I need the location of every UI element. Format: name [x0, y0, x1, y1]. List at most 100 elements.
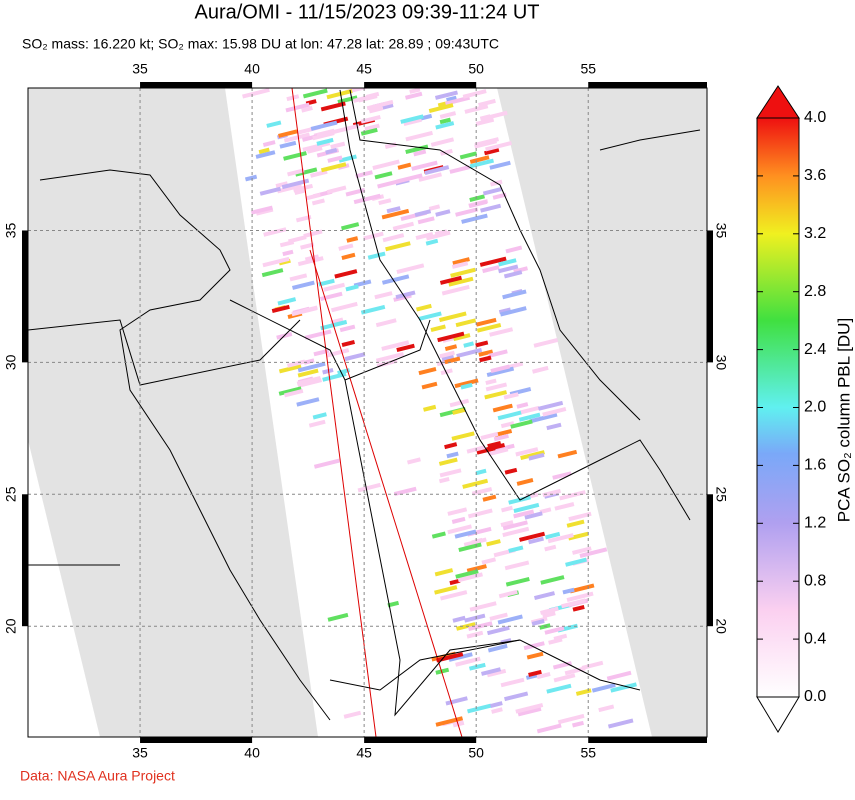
so2-pixel	[285, 102, 310, 113]
no-data-region	[497, 88, 707, 737]
so2-pixel	[330, 301, 358, 313]
so2-pixel	[561, 598, 586, 609]
so2-pixel	[441, 354, 455, 362]
so2-pixel	[532, 365, 549, 374]
so2-pixel	[381, 274, 410, 285]
title: Aura/OMI - 11/15/2023 09:39-11:24 UT	[194, 1, 539, 23]
so2-pixel	[392, 221, 415, 231]
so2-pixel	[462, 478, 489, 489]
so2-pixel	[504, 560, 530, 571]
so2-pixel	[456, 347, 483, 358]
so2-pixel	[557, 449, 578, 459]
so2-pixel	[491, 707, 503, 714]
so2-pixel	[428, 103, 454, 113]
so2-pixel	[284, 388, 304, 398]
so2-pixel	[552, 471, 572, 480]
so2-pixel	[482, 187, 502, 196]
lat-label: 30	[713, 355, 729, 371]
so2-pixel	[306, 146, 323, 154]
so2-pixel	[559, 490, 586, 501]
so2-pixel	[502, 526, 530, 538]
so2-pixel	[566, 519, 585, 528]
so2-pixel	[409, 88, 421, 94]
so2-pixel	[425, 238, 439, 246]
so2-pixel	[375, 318, 397, 328]
so2-pixel	[449, 398, 470, 408]
so2-pixel	[440, 148, 453, 156]
so2-pixel	[452, 257, 470, 266]
so2-pixel	[313, 458, 340, 469]
so2-pixel	[562, 587, 575, 595]
swath	[28, 440, 100, 737]
so2-pixel	[489, 160, 511, 170]
so2-pixel	[382, 233, 405, 243]
so2-pixel	[341, 252, 356, 260]
so2-pixel	[405, 144, 429, 154]
so2-pixel	[486, 668, 507, 678]
so2-pixel	[536, 723, 562, 734]
so2-pixel	[568, 511, 592, 522]
lat-label: 25	[3, 486, 19, 502]
so2-pixel	[489, 701, 503, 708]
so2-pixel	[455, 656, 481, 667]
so2-pixel	[296, 375, 322, 386]
so2-pixel	[300, 242, 315, 250]
frame-band	[707, 230, 713, 363]
lat-label: 25	[713, 486, 729, 502]
so2-pixel	[463, 341, 475, 348]
so2-pixel	[466, 630, 484, 639]
so2-pixels	[242, 88, 637, 734]
map-area	[28, 88, 707, 737]
so2-pixel	[415, 303, 432, 312]
so2-pixel	[279, 240, 295, 248]
so2-pixel	[302, 88, 328, 99]
so2-pixel	[428, 204, 441, 211]
so2-pixel	[533, 338, 559, 348]
so2-pixel	[469, 601, 497, 612]
so2-pixel	[334, 269, 358, 279]
so2-pixel	[610, 682, 637, 693]
so2-pixel	[294, 188, 306, 196]
so2-pixel	[565, 557, 587, 567]
so2-pixel	[505, 576, 530, 587]
so2-pixel	[360, 127, 378, 136]
so2-pixel	[430, 324, 446, 332]
lon-label: 45	[356, 61, 372, 77]
so2-pixel	[513, 509, 535, 519]
so2-pixel	[435, 121, 455, 130]
so2-pixel	[413, 149, 427, 157]
so2-pixel	[295, 167, 318, 177]
so2-pixel	[484, 147, 500, 156]
colorbar-tick-label: 0.4	[804, 630, 826, 647]
so2-pixel	[303, 229, 323, 238]
so2-pixel	[488, 349, 508, 358]
so2-pixel	[469, 158, 494, 169]
so2-pixel	[276, 183, 302, 194]
so2-pixel	[547, 533, 574, 544]
so2-pixel	[308, 419, 326, 428]
so2-pixel	[515, 447, 539, 457]
so2-pixel	[325, 348, 350, 358]
so2-pixel	[395, 290, 416, 300]
so2-pixel	[452, 407, 466, 415]
so2-pixel	[516, 478, 534, 486]
so2-pixel	[475, 117, 495, 126]
so2-pixel	[448, 276, 474, 287]
so2-pixel	[569, 583, 595, 594]
so2-pixel	[452, 615, 466, 623]
so2-pixel	[540, 575, 565, 585]
so2-pixel	[387, 600, 400, 608]
so2-pixel	[378, 198, 392, 206]
so2-pixel	[542, 488, 561, 498]
so2-pixel	[440, 590, 468, 601]
so2-pixel	[548, 637, 563, 645]
colorbar-tick-label: 2.8	[804, 283, 826, 300]
so2-pixel	[375, 351, 404, 363]
so2-pixel	[304, 329, 332, 340]
so2-pixel	[326, 89, 353, 100]
so2-pixel	[528, 452, 545, 461]
so2-pixel	[485, 140, 512, 152]
so2-pixel	[287, 359, 306, 368]
so2-pixel	[320, 101, 346, 112]
